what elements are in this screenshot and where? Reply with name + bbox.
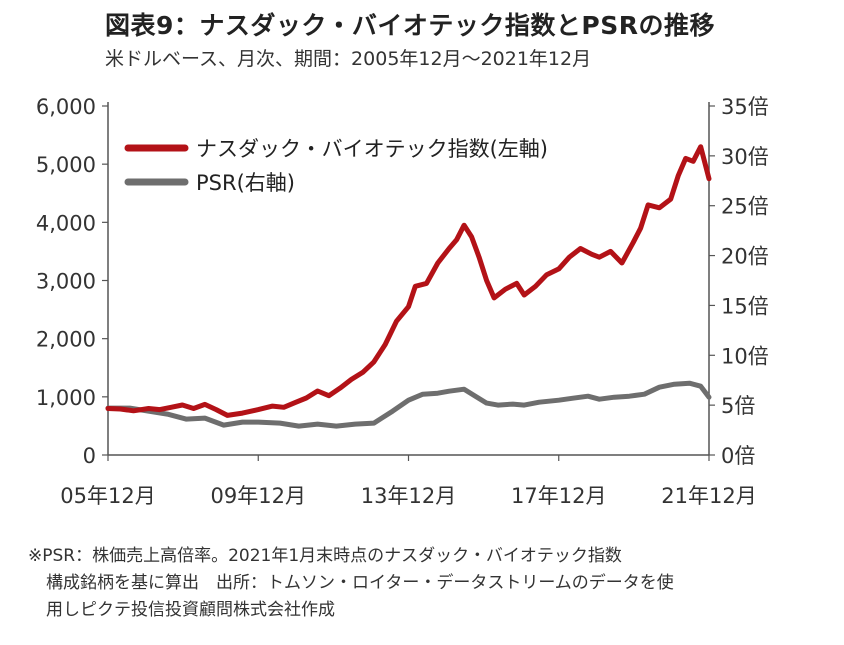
note-line-1: ※PSR：株価売上高倍率。2021年1月末時点のナスダック・バイオテック指数 [28, 546, 622, 566]
left-tick-label: 5,000 [36, 153, 96, 177]
nasdaq-biotech-index-line [105, 144, 712, 418]
left-tick-label: 3,000 [36, 270, 96, 294]
chart-title: 図表9：ナスダック・バイオテック指数とPSRの推移 [105, 11, 715, 40]
right-tick-label: 15倍 [721, 294, 769, 318]
right-tick-label: 10倍 [721, 344, 769, 368]
right-tick-label: 0倍 [721, 444, 755, 468]
right-tick-label: 5倍 [721, 394, 755, 418]
x-tick-label: 17年12月 [511, 484, 606, 508]
right-tick-label: 30倍 [721, 145, 769, 169]
x-tick-label: 21年12月 [661, 484, 756, 508]
x-tick-label: 13年12月 [361, 484, 456, 508]
x-tick-label: 05年12月 [60, 484, 155, 508]
left-tick-label: 2,000 [36, 328, 96, 352]
note-line-2: 構成銘柄を基に算出 出所：トムソン・ロイター・データストリームのデータを使 [46, 573, 674, 593]
left-tick-label: 6,000 [36, 95, 96, 119]
legend-label: PSR(右軸) [196, 171, 295, 195]
left-tick-label: 1,000 [36, 386, 96, 410]
chart-subtitle: 米ドルベース、月次、期間：2005年12月～2021年12月 [105, 48, 592, 70]
x-tick-label: 09年12月 [211, 484, 306, 508]
note-line-3: 用しピクテ投信投資顧問株式会社作成 [46, 600, 335, 620]
left-tick-label: 0 [83, 444, 96, 468]
left-tick-label: 4,000 [36, 211, 96, 235]
chart-canvas: 0 1,000 2,000 3,000 4,000 5,000 6,000 0倍 5倍 10倍 15… [36, 95, 769, 508]
right-tick-label: 35倍 [721, 95, 769, 119]
legend-label: ナスダック・バイオテック指数(左軸) [196, 137, 548, 161]
right-tick-label: 25倍 [721, 195, 769, 219]
psr-line [105, 380, 712, 429]
right-tick-label: 20倍 [721, 245, 769, 269]
chart-note: ※PSR：株価売上高倍率。2021年1月末時点のナスダック・バイオテック指数 構… [28, 543, 828, 624]
